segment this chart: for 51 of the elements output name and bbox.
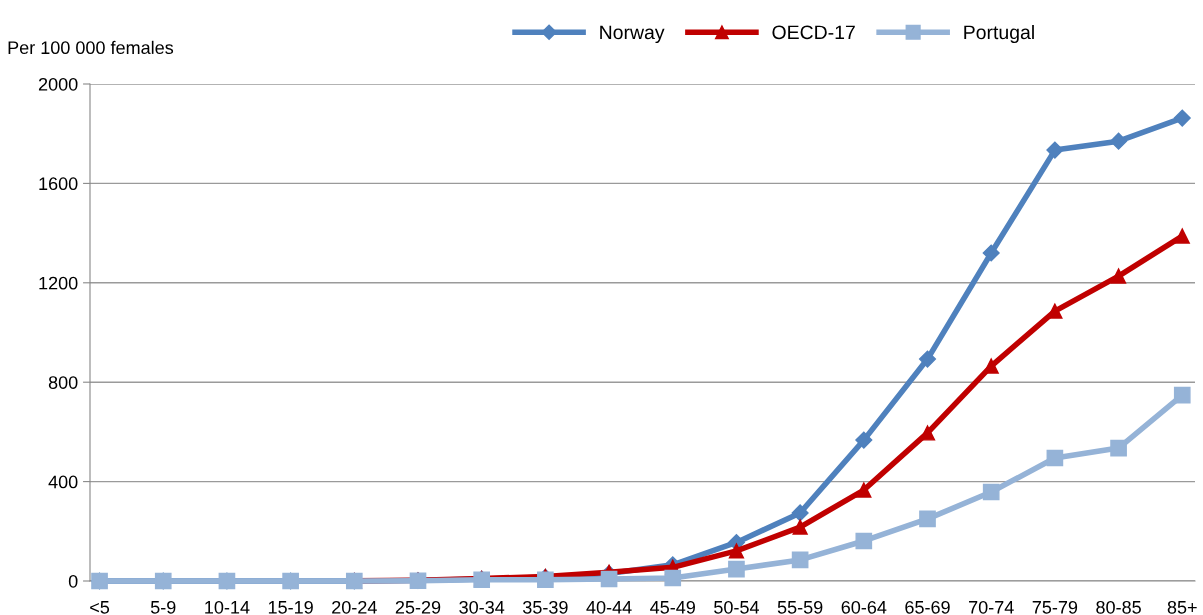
y-axis-title: Per 100 000 females bbox=[8, 40, 174, 55]
x-tick-label: <5 bbox=[90, 601, 110, 614]
legend-label: OECD-17 bbox=[772, 25, 855, 40]
point bbox=[855, 532, 873, 550]
point bbox=[1110, 439, 1127, 457]
y-tick-label: 800 bbox=[48, 376, 78, 389]
point bbox=[1046, 449, 1064, 467]
x-tick-label: 15-19 bbox=[268, 600, 313, 614]
x-tick-label: 10-14 bbox=[205, 600, 250, 614]
x-tick-label: 60-64 bbox=[841, 600, 887, 614]
point bbox=[791, 551, 809, 569]
x-tick-label: 50-54 bbox=[714, 600, 759, 614]
point bbox=[792, 519, 808, 535]
y-tick-label: 0 bbox=[68, 574, 78, 588]
x-tick-label: 40-44 bbox=[586, 600, 632, 614]
legend-label: Portugal bbox=[964, 24, 1034, 44]
point bbox=[1110, 268, 1127, 284]
point bbox=[856, 482, 872, 498]
point bbox=[600, 570, 618, 588]
point bbox=[791, 504, 809, 522]
point bbox=[1173, 109, 1191, 127]
x-tick-label: 85+ bbox=[1167, 600, 1197, 614]
point bbox=[1046, 141, 1064, 159]
point bbox=[1110, 132, 1128, 150]
x-tick-label: 25-29 bbox=[395, 600, 441, 614]
point bbox=[982, 483, 1000, 501]
point bbox=[919, 510, 936, 528]
y-tick-label: 1600 bbox=[39, 177, 78, 191]
point bbox=[855, 431, 873, 449]
x-tick-label: 80-85 bbox=[1096, 600, 1141, 614]
x-tick-label: 30-34 bbox=[459, 600, 505, 614]
point bbox=[664, 569, 682, 587]
legend-label: Norway bbox=[600, 25, 665, 44]
y-tick-label: 2000 bbox=[38, 77, 78, 91]
x-tick-label: 75-79 bbox=[1032, 600, 1078, 614]
x-tick-label: 20-24 bbox=[332, 600, 377, 614]
point bbox=[918, 350, 937, 368]
x-tick-label: 5-9 bbox=[150, 600, 176, 614]
y-tick-label: 1200 bbox=[39, 276, 78, 290]
x-tick-label: 35-39 bbox=[522, 600, 568, 614]
point bbox=[1173, 386, 1191, 404]
x-tick-label: 45-49 bbox=[650, 600, 695, 614]
point bbox=[983, 358, 999, 374]
x-tick-label: 55-59 bbox=[777, 600, 823, 614]
y-tick-label: 400 bbox=[48, 475, 78, 489]
x-tick-label: 65-69 bbox=[905, 600, 950, 614]
point bbox=[982, 244, 1000, 262]
point bbox=[1174, 228, 1190, 244]
x-tick-label: 70-74 bbox=[969, 600, 1014, 614]
point bbox=[728, 543, 745, 559]
point bbox=[728, 560, 745, 578]
